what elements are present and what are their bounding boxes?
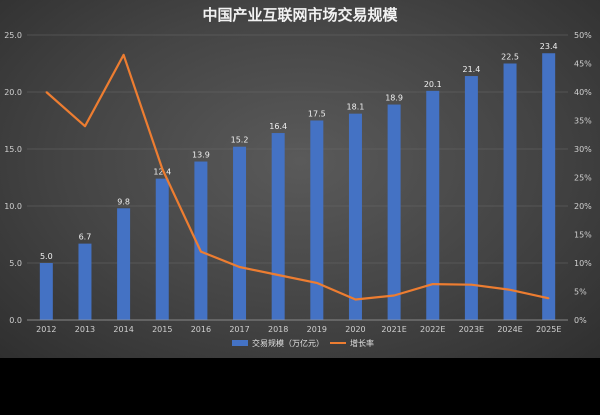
left-tick-label: 5.0 — [9, 259, 22, 268]
bar-series — [39, 53, 556, 321]
bar — [542, 53, 556, 321]
bar — [310, 120, 324, 320]
x-tick-label: 2016 — [191, 325, 211, 334]
bar — [233, 146, 247, 320]
line-series — [45, 53, 550, 301]
right-tick-label: 20% — [574, 202, 592, 211]
x-tick-label: 2020 — [345, 325, 365, 334]
x-tick-label: 2022E — [420, 325, 445, 334]
bar-data-label: 16.4 — [269, 122, 287, 131]
x-tick-label: 2025E — [536, 325, 561, 334]
bar — [387, 104, 401, 320]
bar-data-label: 15.2 — [231, 136, 249, 145]
left-tick-label: 10.0 — [4, 202, 22, 211]
legend: 交易规模（万亿元） 增长率 — [232, 338, 374, 348]
grid-lines — [27, 34, 568, 321]
right-tick-label: 45% — [574, 60, 592, 69]
bar — [117, 208, 131, 320]
bar-data-label: 9.8 — [117, 197, 130, 206]
bar-data-label: 13.9 — [192, 151, 210, 160]
bar-data-label: 17.5 — [308, 110, 326, 119]
line-point — [509, 288, 511, 291]
right-tick-label: 25% — [574, 174, 592, 183]
chart-panel: 中国产业互联网市场交易规模 0.0 5.0 10.0 15.0 20.0 25.0 0% 5… — [0, 0, 600, 358]
x-axis: 2012 2013 2014 2015 2016 2017 2018 2019 2020 2021… — [27, 319, 568, 334]
x-tick-label: 2015 — [152, 325, 172, 334]
x-tick-label: 2017 — [229, 325, 249, 334]
bar — [78, 243, 92, 320]
bar — [194, 161, 208, 320]
x-tick-label: 2014 — [113, 325, 133, 334]
legend-label-line: 增长率 — [350, 338, 374, 348]
line-point — [431, 283, 434, 285]
x-tick-label: 2023E — [459, 325, 484, 334]
right-tick-label: 15% — [574, 231, 592, 240]
right-tick-label: 30% — [574, 145, 592, 154]
line-point — [161, 168, 164, 170]
right-axis: 0% 5% 10% 15% 20% 25% 30% 35% 40% 45% 50% — [574, 31, 592, 325]
legend-label-bar: 交易规模（万亿元） — [252, 338, 324, 348]
bar-data-label: 21.4 — [462, 65, 480, 74]
line-point — [316, 282, 318, 284]
x-tick-label: 2012 — [36, 325, 56, 334]
line-point — [45, 91, 48, 93]
bar — [348, 113, 362, 320]
left-tick-label: 20.0 — [4, 88, 22, 97]
left-tick-label: 0.0 — [9, 316, 22, 325]
bar-data-labels: 5.0 6.7 9.8 12.4 13.9 15.2 16.4 17.5 18.1 18.9 20.… — [40, 42, 558, 261]
line-point — [547, 297, 550, 300]
x-tick-label: 2024E — [497, 325, 522, 334]
line-point — [238, 266, 241, 268]
right-tick-label: 0% — [574, 316, 587, 325]
bar-data-label: 6.7 — [79, 233, 92, 242]
bar — [271, 133, 285, 320]
right-tick-label: 40% — [574, 88, 592, 97]
bar-data-label: 23.4 — [540, 42, 558, 51]
bar — [503, 63, 517, 320]
bar — [39, 263, 53, 320]
x-tick-label: 2013 — [75, 325, 95, 334]
bar-data-label: 18.1 — [347, 103, 365, 112]
bar — [155, 178, 169, 320]
bar-data-label: 12.4 — [153, 168, 171, 177]
chart-title: 中国产业互联网市场交易规模 — [202, 6, 398, 24]
line-point — [470, 283, 473, 286]
right-tick-label: 5% — [574, 288, 587, 297]
line-point — [393, 294, 395, 297]
bar-data-label: 22.5 — [501, 53, 519, 62]
left-tick-label: 25.0 — [4, 31, 22, 40]
x-tick-label: 2019 — [307, 325, 327, 334]
left-tick-label: 15.0 — [4, 145, 22, 154]
combo-chart: 中国产业互联网市场交易规模 0.0 5.0 10.0 15.0 20.0 25.0 0% 5… — [4, 6, 592, 348]
right-tick-label: 10% — [574, 259, 592, 268]
bar-data-label: 5.0 — [40, 252, 53, 261]
x-tick-label: 2021E — [381, 325, 406, 334]
growth-rate-line — [45, 53, 549, 301]
left-axis: 0.0 5.0 10.0 15.0 20.0 25.0 — [4, 31, 22, 325]
right-tick-label: 35% — [574, 117, 592, 126]
line-point — [200, 250, 202, 253]
bar — [464, 76, 478, 320]
line-point — [84, 125, 86, 127]
bar — [426, 90, 440, 320]
bar-data-label: 18.9 — [385, 94, 403, 103]
x-tick-label: 2018 — [268, 325, 288, 334]
right-tick-label: 50% — [574, 31, 592, 40]
bar-data-label: 20.1 — [424, 80, 442, 89]
line-point — [277, 274, 279, 276]
line-point — [354, 298, 357, 301]
legend-swatch-bar — [232, 340, 248, 346]
line-point — [122, 54, 125, 56]
